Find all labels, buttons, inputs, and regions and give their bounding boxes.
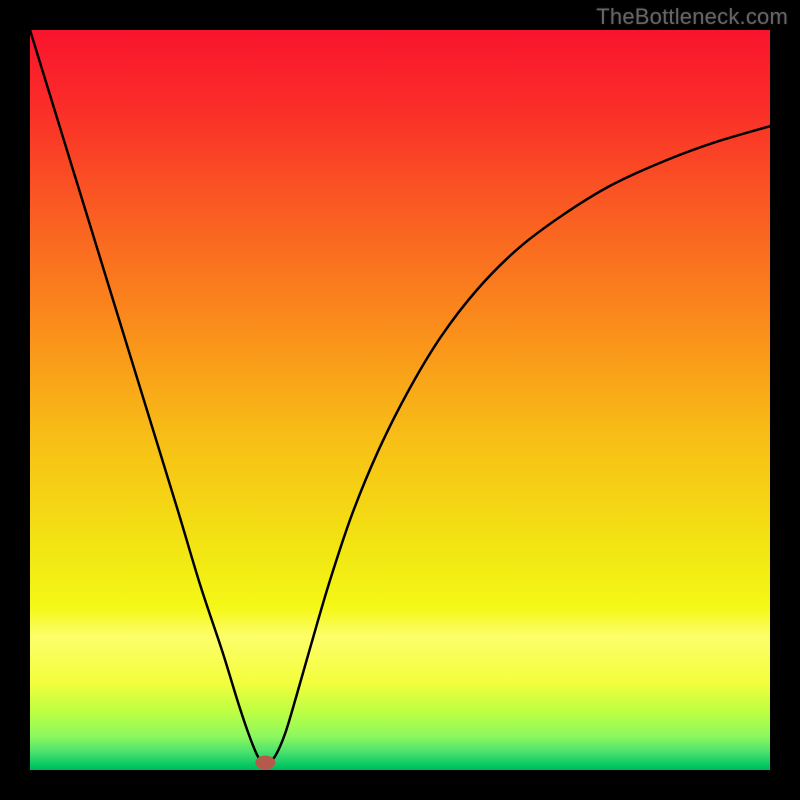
bottleneck-chart bbox=[0, 0, 800, 800]
watermark-text: TheBottleneck.com bbox=[596, 4, 788, 30]
plot-background bbox=[30, 30, 770, 770]
chart-container: TheBottleneck.com bbox=[0, 0, 800, 800]
optimum-marker bbox=[255, 756, 275, 770]
